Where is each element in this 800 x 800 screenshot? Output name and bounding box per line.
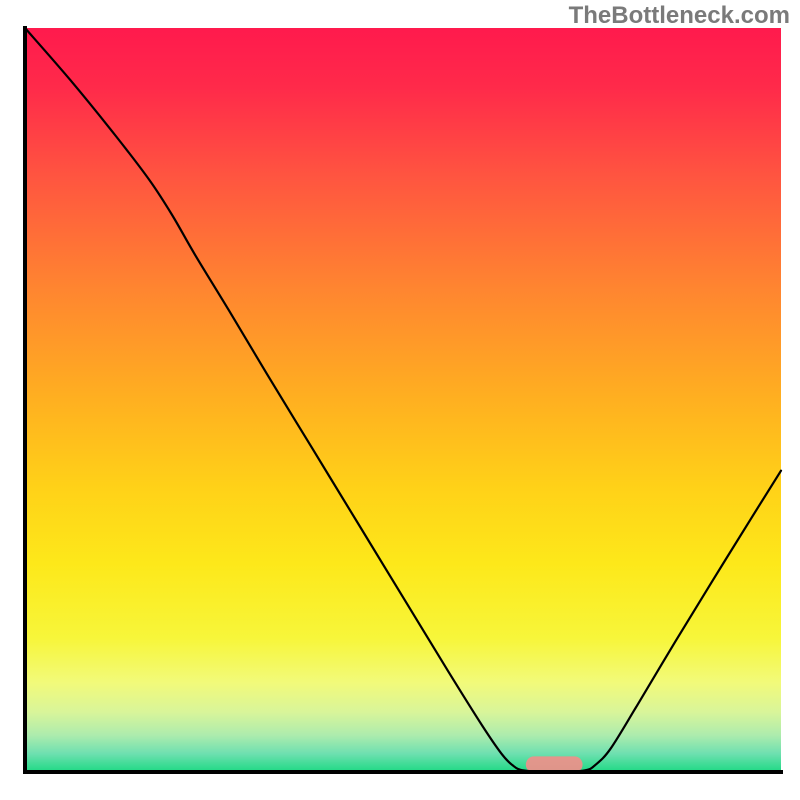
plot-background [25, 28, 781, 772]
chart-svg [0, 0, 800, 800]
watermark-text: TheBottleneck.com [569, 2, 790, 30]
bottleneck-chart: TheBottleneck.com [0, 0, 800, 800]
